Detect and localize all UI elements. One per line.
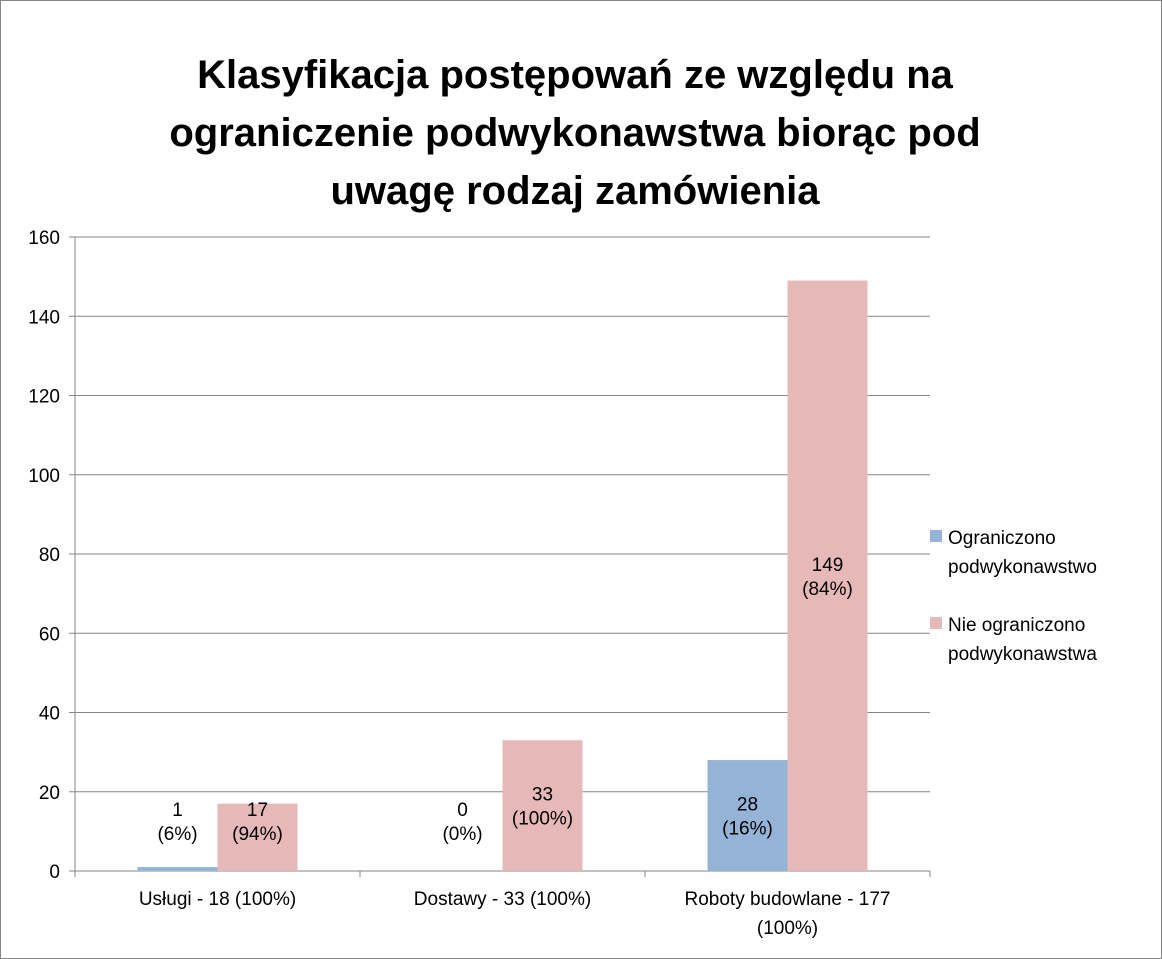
y-tick-label: 80 (39, 545, 60, 566)
y-tick-label: 20 (39, 783, 60, 804)
bar (787, 280, 868, 871)
data-label: 17 (94%) (232, 800, 283, 845)
bar (217, 803, 298, 871)
data-label: 0 (0%) (442, 800, 482, 845)
data-label: 28 (16%) (722, 795, 773, 840)
bar (137, 867, 218, 871)
chart-title: Klasyfikacja postępowań ze względu na ogr… (169, 53, 980, 213)
x-tick-label: Dostawy - 33 (100%) (414, 889, 591, 910)
y-tick-label: 40 (39, 704, 60, 725)
y-tick-label: 60 (39, 624, 60, 645)
legend-label: Nie ograniczono podwykonawstwa (948, 615, 1097, 665)
y-tick-label: 160 (28, 228, 60, 249)
y-tick-label: 100 (28, 466, 60, 487)
legend-label: Ograniczono podwykonawstwo (948, 528, 1097, 578)
legend-swatch (930, 617, 942, 629)
y-tick-label: 120 (28, 387, 60, 408)
y-tick-label: 0 (49, 862, 60, 883)
x-tick-label: Roboty budowlane - 177 (100%) (685, 889, 891, 939)
legend-swatch (930, 530, 942, 542)
x-tick-label: Usługi - 18 (100%) (139, 889, 296, 910)
bar (502, 740, 583, 871)
y-tick-label: 140 (28, 307, 60, 328)
data-label: 1 (6%) (157, 800, 197, 845)
bar (707, 760, 788, 871)
data-label: 149 (84%) (802, 555, 853, 600)
data-label: 33 (100%) (512, 785, 573, 830)
